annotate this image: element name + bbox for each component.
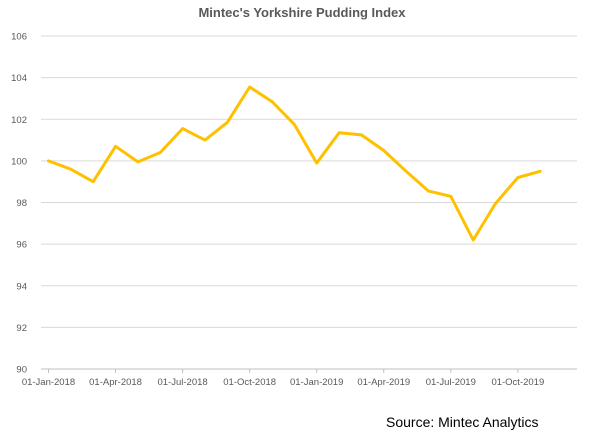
data-point xyxy=(226,121,229,124)
x-axis-ticks: 01-Jan-2018 01-Apr-2018 01-Jul-2018 01-Oct-… xyxy=(22,369,544,388)
data-point xyxy=(427,189,430,193)
data-point xyxy=(494,202,497,205)
data-point xyxy=(69,168,73,171)
gridlines xyxy=(41,35,577,328)
chart-title: Mintec's Yorkshire Pudding Index xyxy=(198,5,406,20)
y-tick-label: 98 xyxy=(16,198,27,209)
data-point xyxy=(181,127,184,130)
data-point xyxy=(360,133,363,137)
x-tick-label: 01-Jan-2019 xyxy=(290,377,343,388)
data-point xyxy=(382,149,385,152)
x-tick-label: 01-Oct-2018 xyxy=(223,377,276,388)
y-tick-label: 92 xyxy=(16,323,27,334)
y-tick-label: 96 xyxy=(16,240,27,251)
data-point xyxy=(539,170,542,173)
data-point xyxy=(337,131,341,134)
y-tick-label: 104 xyxy=(11,73,27,84)
data-point xyxy=(293,123,296,126)
y-tick-label: 102 xyxy=(11,115,27,126)
data-point xyxy=(449,195,452,198)
data-point xyxy=(248,85,251,89)
data-point xyxy=(92,180,95,183)
data-point xyxy=(47,159,50,163)
data-point xyxy=(315,161,318,165)
data-point xyxy=(270,100,274,103)
data-point xyxy=(136,160,140,164)
series-line xyxy=(47,85,542,242)
x-tick-label: 01-Jul-2019 xyxy=(426,377,476,388)
data-point xyxy=(516,176,520,179)
y-axis-ticks: 90 92 94 96 98 100 102 104 106 xyxy=(11,32,27,376)
data-point xyxy=(203,138,207,142)
x-tick-label: 01-Oct-2019 xyxy=(491,377,544,388)
data-point xyxy=(159,151,162,154)
y-tick-label: 100 xyxy=(11,156,27,167)
data-point xyxy=(472,238,475,242)
x-tick-label: 01-Jul-2018 xyxy=(158,377,208,388)
series-layer xyxy=(47,85,542,242)
data-point xyxy=(404,170,408,173)
data-point xyxy=(114,145,117,148)
y-tick-label: 94 xyxy=(16,281,27,292)
x-tick-label: 01-Apr-2018 xyxy=(89,377,142,388)
x-tick-label: 01-Apr-2019 xyxy=(357,377,410,388)
y-tick-label: 106 xyxy=(11,32,27,43)
x-tick-label: 01-Jan-2018 xyxy=(22,377,75,388)
y-tick-label: 90 xyxy=(16,365,27,376)
source-note: Source: Mintec Analytics xyxy=(386,414,539,430)
